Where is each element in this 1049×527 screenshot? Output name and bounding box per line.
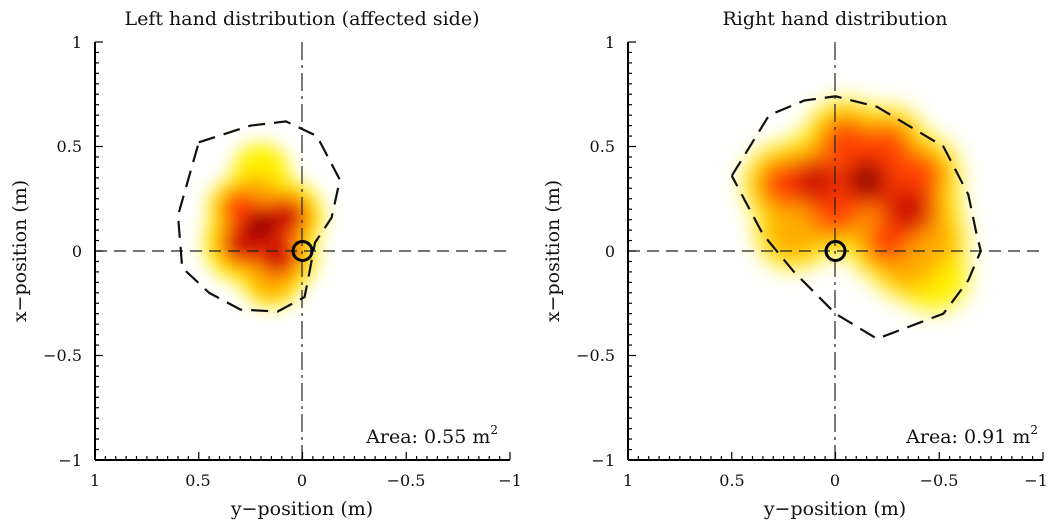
right-y-tick-label: 0 [605, 242, 615, 261]
left-y-tick-label: −1 [58, 451, 82, 470]
right-panel: Right hand distribution 1 0.5 0 −0.5 −1 … [542, 8, 1048, 520]
right-density-blob [795, 162, 835, 202]
right-density-blob [887, 188, 930, 231]
right-area-superscript: 2 [1030, 423, 1038, 437]
left-y-axis-label: x−position (m) [9, 180, 31, 322]
left-panel: Left hand distribution (affected side) 1… [9, 8, 522, 520]
right-boundary-polygon [730, 95, 982, 341]
right-axes: 1 0.5 0 −0.5 −1 1 0.5 0 −0.5 −1 y−positi… [542, 33, 1048, 520]
left-x-tick-label: −0.5 [387, 471, 426, 490]
right-x-tick-label: 1 [623, 471, 633, 490]
left-boundary-polygon [176, 120, 342, 313]
right-x-tick-label: −1 [1024, 471, 1048, 490]
left-x-axis-label: y−position (m) [230, 498, 373, 520]
left-y-minor-ticks [95, 41, 103, 461]
right-x-axis-label: y−position (m) [763, 498, 906, 520]
right-density-blob [822, 118, 870, 167]
right-y-tick-label: 0.5 [590, 137, 615, 156]
right-y-minor-ticks [628, 41, 636, 461]
left-density-blob [271, 202, 301, 233]
right-density-blob [764, 200, 824, 260]
left-x-tick-label: −1 [498, 471, 522, 490]
right-y-tick-label: −0.5 [576, 346, 615, 365]
left-y-tick-label: 0.5 [57, 137, 82, 156]
left-origin-marker [291, 240, 314, 262]
left-density-blob [262, 239, 294, 271]
right-density-blob [855, 168, 879, 192]
right-density-layer [743, 99, 969, 312]
right-density-blob [865, 124, 910, 169]
left-y-tick-label: −0.5 [43, 346, 82, 365]
right-x-tick-label: 0.5 [719, 471, 744, 490]
left-axes: 1 0.5 0 −0.5 −1 1 0.5 0 −0.5 −1 y−positi… [9, 33, 522, 520]
left-x-minor-ticks [94, 452, 511, 460]
left-area-superscript: 2 [490, 423, 498, 437]
left-x-tick-label: 0.5 [185, 471, 210, 490]
right-y-axis-label: x−position (m) [542, 180, 564, 322]
right-origin-marker [824, 240, 847, 262]
left-x-tick-label: 1 [90, 471, 100, 490]
right-x-tick-label: 0 [830, 471, 840, 490]
left-density-layer [203, 143, 324, 308]
right-guides [628, 42, 1043, 460]
right-density-blob [865, 218, 910, 263]
left-density-blob [251, 216, 271, 236]
right-x-minor-ticks [627, 452, 1044, 460]
left-y-tick-label: 1 [72, 33, 82, 52]
left-x-tick-label: 0 [297, 471, 307, 490]
right-chart-title: Right hand distribution [722, 8, 947, 30]
right-density-blob [761, 161, 806, 207]
left-area-text: Area: 0.55 m [365, 426, 490, 448]
left-y-tick-label: 0 [72, 242, 82, 261]
right-density-blob [895, 152, 942, 199]
left-area-annotation: Area: 0.55 m2 [365, 423, 498, 448]
right-area-text: Area: 0.91 m [905, 426, 1030, 448]
right-x-tick-label: −0.5 [920, 471, 959, 490]
right-area-annotation: Area: 0.91 m2 [905, 423, 1038, 448]
right-y-tick-label: −1 [591, 451, 615, 470]
right-y-tick-label: 1 [605, 33, 615, 52]
left-guides [95, 42, 510, 460]
left-chart-title: Left hand distribution (affected side) [124, 8, 479, 30]
